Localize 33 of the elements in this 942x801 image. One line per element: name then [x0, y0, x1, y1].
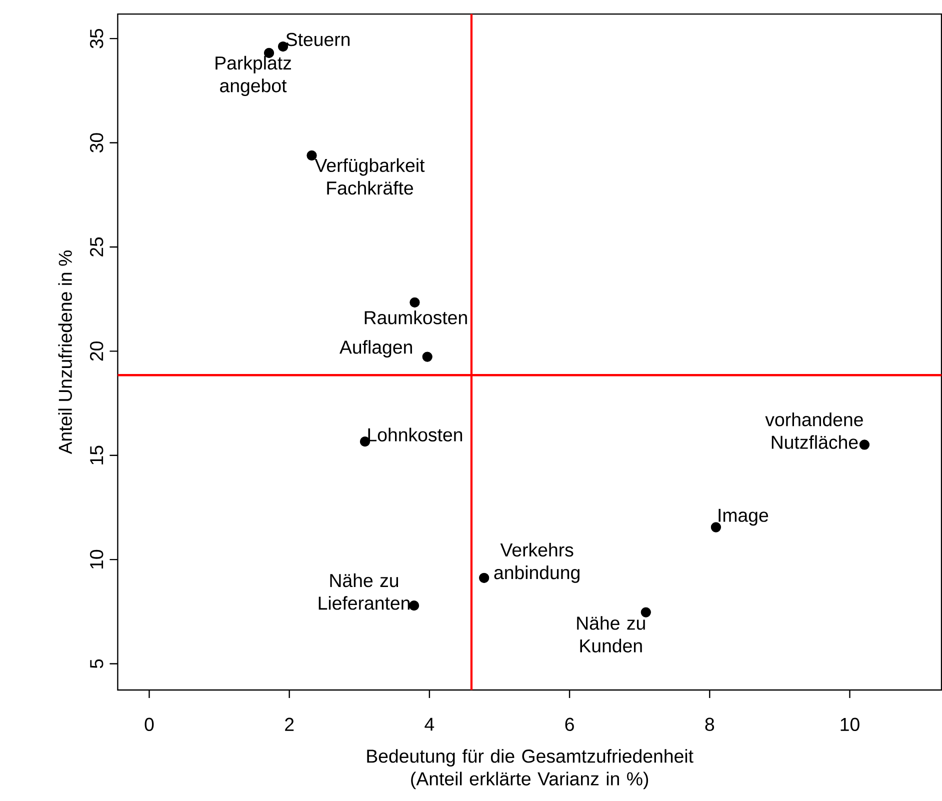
- x-tick-label: 0: [144, 718, 154, 732]
- annotation: Verfügbarkeit Fachkräfte: [314, 158, 425, 195]
- y-tick-label: 10: [90, 550, 104, 569]
- x-tick-label: 8: [705, 718, 714, 732]
- y-tick-label: 5: [90, 659, 104, 668]
- point: [422, 352, 432, 362]
- annotation: Nähe zu Lieferanten: [318, 573, 410, 610]
- annotation: Raumkosten: [364, 310, 467, 324]
- point: [640, 607, 651, 618]
- x-tick-label: 6: [565, 718, 574, 732]
- point: [408, 600, 420, 611]
- annotation: Auflagen: [340, 340, 412, 358]
- point: [306, 150, 317, 161]
- annotation: Parkplatz angebot: [216, 56, 291, 96]
- y-tick-label: 15: [90, 446, 104, 464]
- point: [479, 572, 490, 583]
- point: [410, 297, 420, 308]
- annotation: vorhandene Nutzfläche: [765, 412, 863, 449]
- y-axis-title: Anteil Unzufriedene in %: [58, 250, 72, 454]
- annotation: Image: [718, 508, 768, 526]
- x-tick-label: 4: [424, 718, 434, 731]
- annotation: Steuern: [286, 32, 350, 46]
- annotation: Lohnkosten: [368, 428, 462, 442]
- x-axis-title: Bedeutung für die Gesamtzufriedenheit (Anteil erklärte Varianz in %): [367, 749, 694, 790]
- point: [859, 440, 870, 450]
- annotation: Nähe zu Kunden: [577, 616, 645, 652]
- y-tick-label: 25: [90, 237, 104, 256]
- y-tick-label: 20: [90, 342, 104, 361]
- y-tick-label: 35: [90, 28, 104, 48]
- annotation: Verkehrs anbindung: [494, 542, 580, 583]
- y-tick-label: 30: [90, 133, 104, 152]
- x-tick-label: 2: [285, 718, 294, 731]
- x-tick-label: 10: [840, 718, 860, 732]
